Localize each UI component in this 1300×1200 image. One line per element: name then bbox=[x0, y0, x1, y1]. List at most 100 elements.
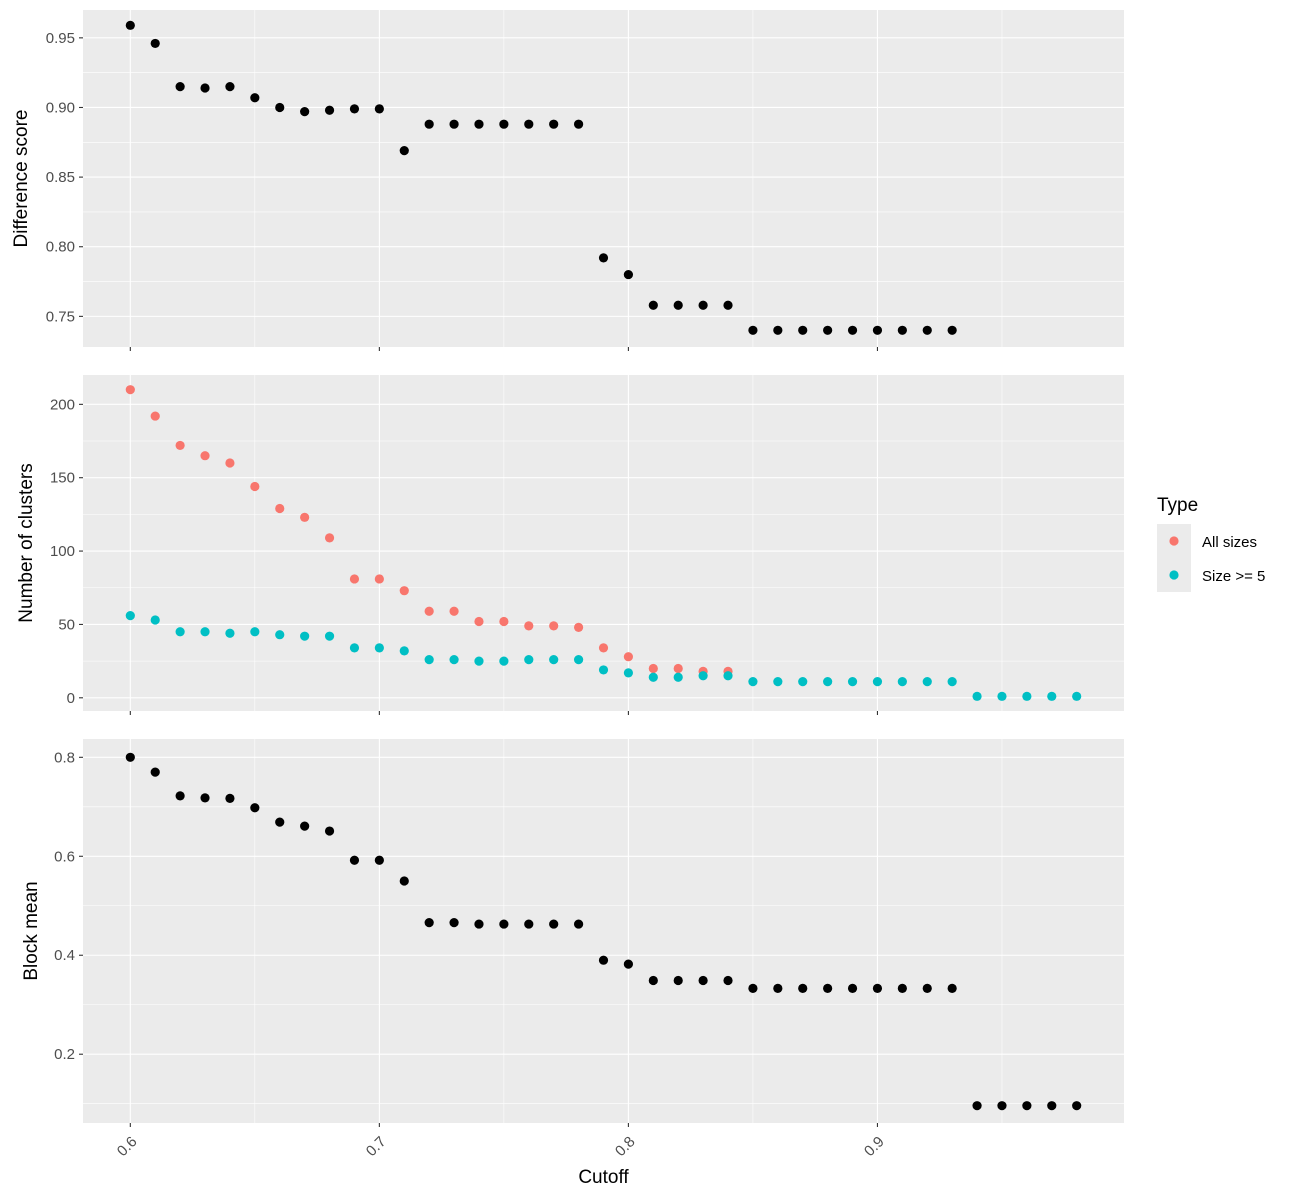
data-point-size-5 bbox=[449, 655, 459, 665]
data-point-size-5 bbox=[922, 677, 932, 687]
data-point-all-sizes bbox=[474, 616, 484, 627]
data-point-series-0 bbox=[200, 83, 210, 93]
data-point-series-0 bbox=[598, 253, 609, 263]
data-point-series-0 bbox=[499, 119, 509, 129]
data-point-series-0 bbox=[723, 975, 733, 986]
plot-background bbox=[83, 739, 1124, 1123]
legend-swatch-size-5 bbox=[1169, 570, 1179, 580]
grid-lines bbox=[83, 10, 1124, 347]
data-points bbox=[125, 752, 1082, 1111]
legend: Type All sizes Size >= 5 bbox=[1157, 495, 1265, 592]
data-point-all-sizes bbox=[424, 606, 434, 616]
data-point-series-0 bbox=[1072, 1101, 1082, 1111]
x-tick-label: 0.7 bbox=[363, 1133, 390, 1160]
y-tick-label: 0.4 bbox=[54, 947, 75, 964]
data-point-series-0 bbox=[623, 269, 634, 280]
data-point-size-5 bbox=[573, 655, 584, 665]
data-point-series-0 bbox=[399, 876, 409, 886]
data-point-all-sizes bbox=[250, 481, 260, 492]
data-point-series-0 bbox=[673, 975, 683, 986]
y-tick-label: 0.95 bbox=[46, 30, 75, 47]
data-point-series-0 bbox=[275, 817, 285, 827]
y-tick-label: 0.8 bbox=[54, 749, 75, 766]
data-point-all-sizes bbox=[175, 440, 185, 451]
data-point-all-sizes bbox=[125, 385, 135, 395]
y-tick-label: 0.85 bbox=[46, 169, 75, 186]
data-point-series-0 bbox=[872, 983, 883, 994]
data-point-series-0 bbox=[598, 955, 609, 965]
data-point-size-5 bbox=[1047, 691, 1057, 701]
data-point-series-0 bbox=[823, 325, 833, 335]
data-point-all-sizes bbox=[499, 616, 509, 627]
data-point-series-0 bbox=[798, 983, 808, 994]
legend-item-all-sizes: All sizes bbox=[1157, 524, 1257, 558]
y-tick-label: 0.90 bbox=[46, 99, 75, 116]
data-point-size-5 bbox=[673, 672, 683, 682]
data-point-all-sizes bbox=[399, 586, 409, 596]
y-tick-label: 0 bbox=[67, 690, 75, 707]
data-point-size-5 bbox=[549, 655, 559, 665]
data-point-size-5 bbox=[823, 677, 833, 687]
data-point-series-0 bbox=[324, 826, 335, 836]
data-point-size-5 bbox=[474, 656, 484, 666]
data-point-series-0 bbox=[673, 300, 683, 310]
data-point-all-sizes bbox=[549, 621, 559, 631]
data-point-series-0 bbox=[424, 119, 434, 129]
data-point-size-5 bbox=[125, 611, 135, 621]
x-axis-tick-marks bbox=[129, 711, 878, 715]
data-point-series-0 bbox=[524, 919, 534, 929]
data-point-series-0 bbox=[399, 146, 409, 156]
legend-title: Type bbox=[1157, 495, 1198, 516]
y-tick-label: 100 bbox=[50, 543, 75, 560]
grid-lines bbox=[83, 739, 1124, 1123]
data-point-series-0 bbox=[573, 119, 584, 129]
y-axis-ticks: 0.75 0.80 0.85 0.90 0.95 bbox=[46, 30, 83, 325]
data-point-size-5 bbox=[499, 656, 509, 666]
data-point-size-5 bbox=[1022, 691, 1032, 701]
data-point-series-0 bbox=[524, 119, 534, 129]
data-point-size-5 bbox=[324, 631, 335, 641]
data-point-series-0 bbox=[798, 325, 808, 335]
data-point-size-5 bbox=[374, 643, 384, 653]
data-point-series-0 bbox=[324, 105, 335, 115]
data-point-all-sizes bbox=[449, 606, 459, 616]
data-point-size-5 bbox=[723, 671, 733, 681]
data-point-series-0 bbox=[972, 1101, 982, 1111]
data-point-series-0 bbox=[847, 983, 858, 994]
x-axis-tick-labels: 0.6 0.7 0.8 0.9 bbox=[114, 1133, 888, 1160]
data-point-all-sizes bbox=[225, 458, 235, 468]
y-tick-label: 200 bbox=[50, 396, 75, 413]
data-point-series-0 bbox=[648, 300, 658, 310]
data-point-size-5 bbox=[150, 615, 160, 625]
data-point-series-0 bbox=[748, 983, 758, 994]
data-point-series-0 bbox=[125, 20, 135, 30]
data-point-series-0 bbox=[250, 803, 260, 813]
data-point-series-0 bbox=[150, 38, 160, 49]
y-tick-label: 0.2 bbox=[54, 1046, 75, 1063]
data-point-series-0 bbox=[225, 81, 235, 92]
y-tick-label: 150 bbox=[50, 470, 75, 487]
grid-lines bbox=[83, 375, 1124, 711]
data-point-series-0 bbox=[549, 119, 559, 129]
data-point-series-0 bbox=[499, 919, 509, 929]
data-point-size-5 bbox=[798, 677, 808, 687]
data-point-series-0 bbox=[1022, 1101, 1032, 1111]
data-point-series-0 bbox=[150, 767, 160, 777]
y-axis-title: Difference score bbox=[11, 110, 32, 248]
data-point-series-0 bbox=[449, 917, 459, 928]
data-point-size-5 bbox=[698, 671, 708, 681]
data-point-size-5 bbox=[997, 691, 1007, 701]
x-axis-tick-marks bbox=[129, 347, 878, 351]
data-point-series-0 bbox=[549, 919, 559, 929]
y-axis-ticks: 0 50 100 150 200 bbox=[50, 396, 83, 707]
data-point-series-0 bbox=[374, 855, 384, 865]
data-point-series-0 bbox=[872, 325, 883, 335]
data-point-size-5 bbox=[897, 677, 907, 687]
data-point-series-0 bbox=[947, 983, 957, 994]
y-axis-ticks: 0.2 0.4 0.6 0.8 bbox=[54, 749, 83, 1063]
data-point-size-5 bbox=[1072, 691, 1082, 701]
x-axis-title: Cutoff bbox=[578, 1167, 629, 1188]
data-points bbox=[125, 385, 1082, 701]
data-point-all-sizes bbox=[598, 643, 609, 653]
